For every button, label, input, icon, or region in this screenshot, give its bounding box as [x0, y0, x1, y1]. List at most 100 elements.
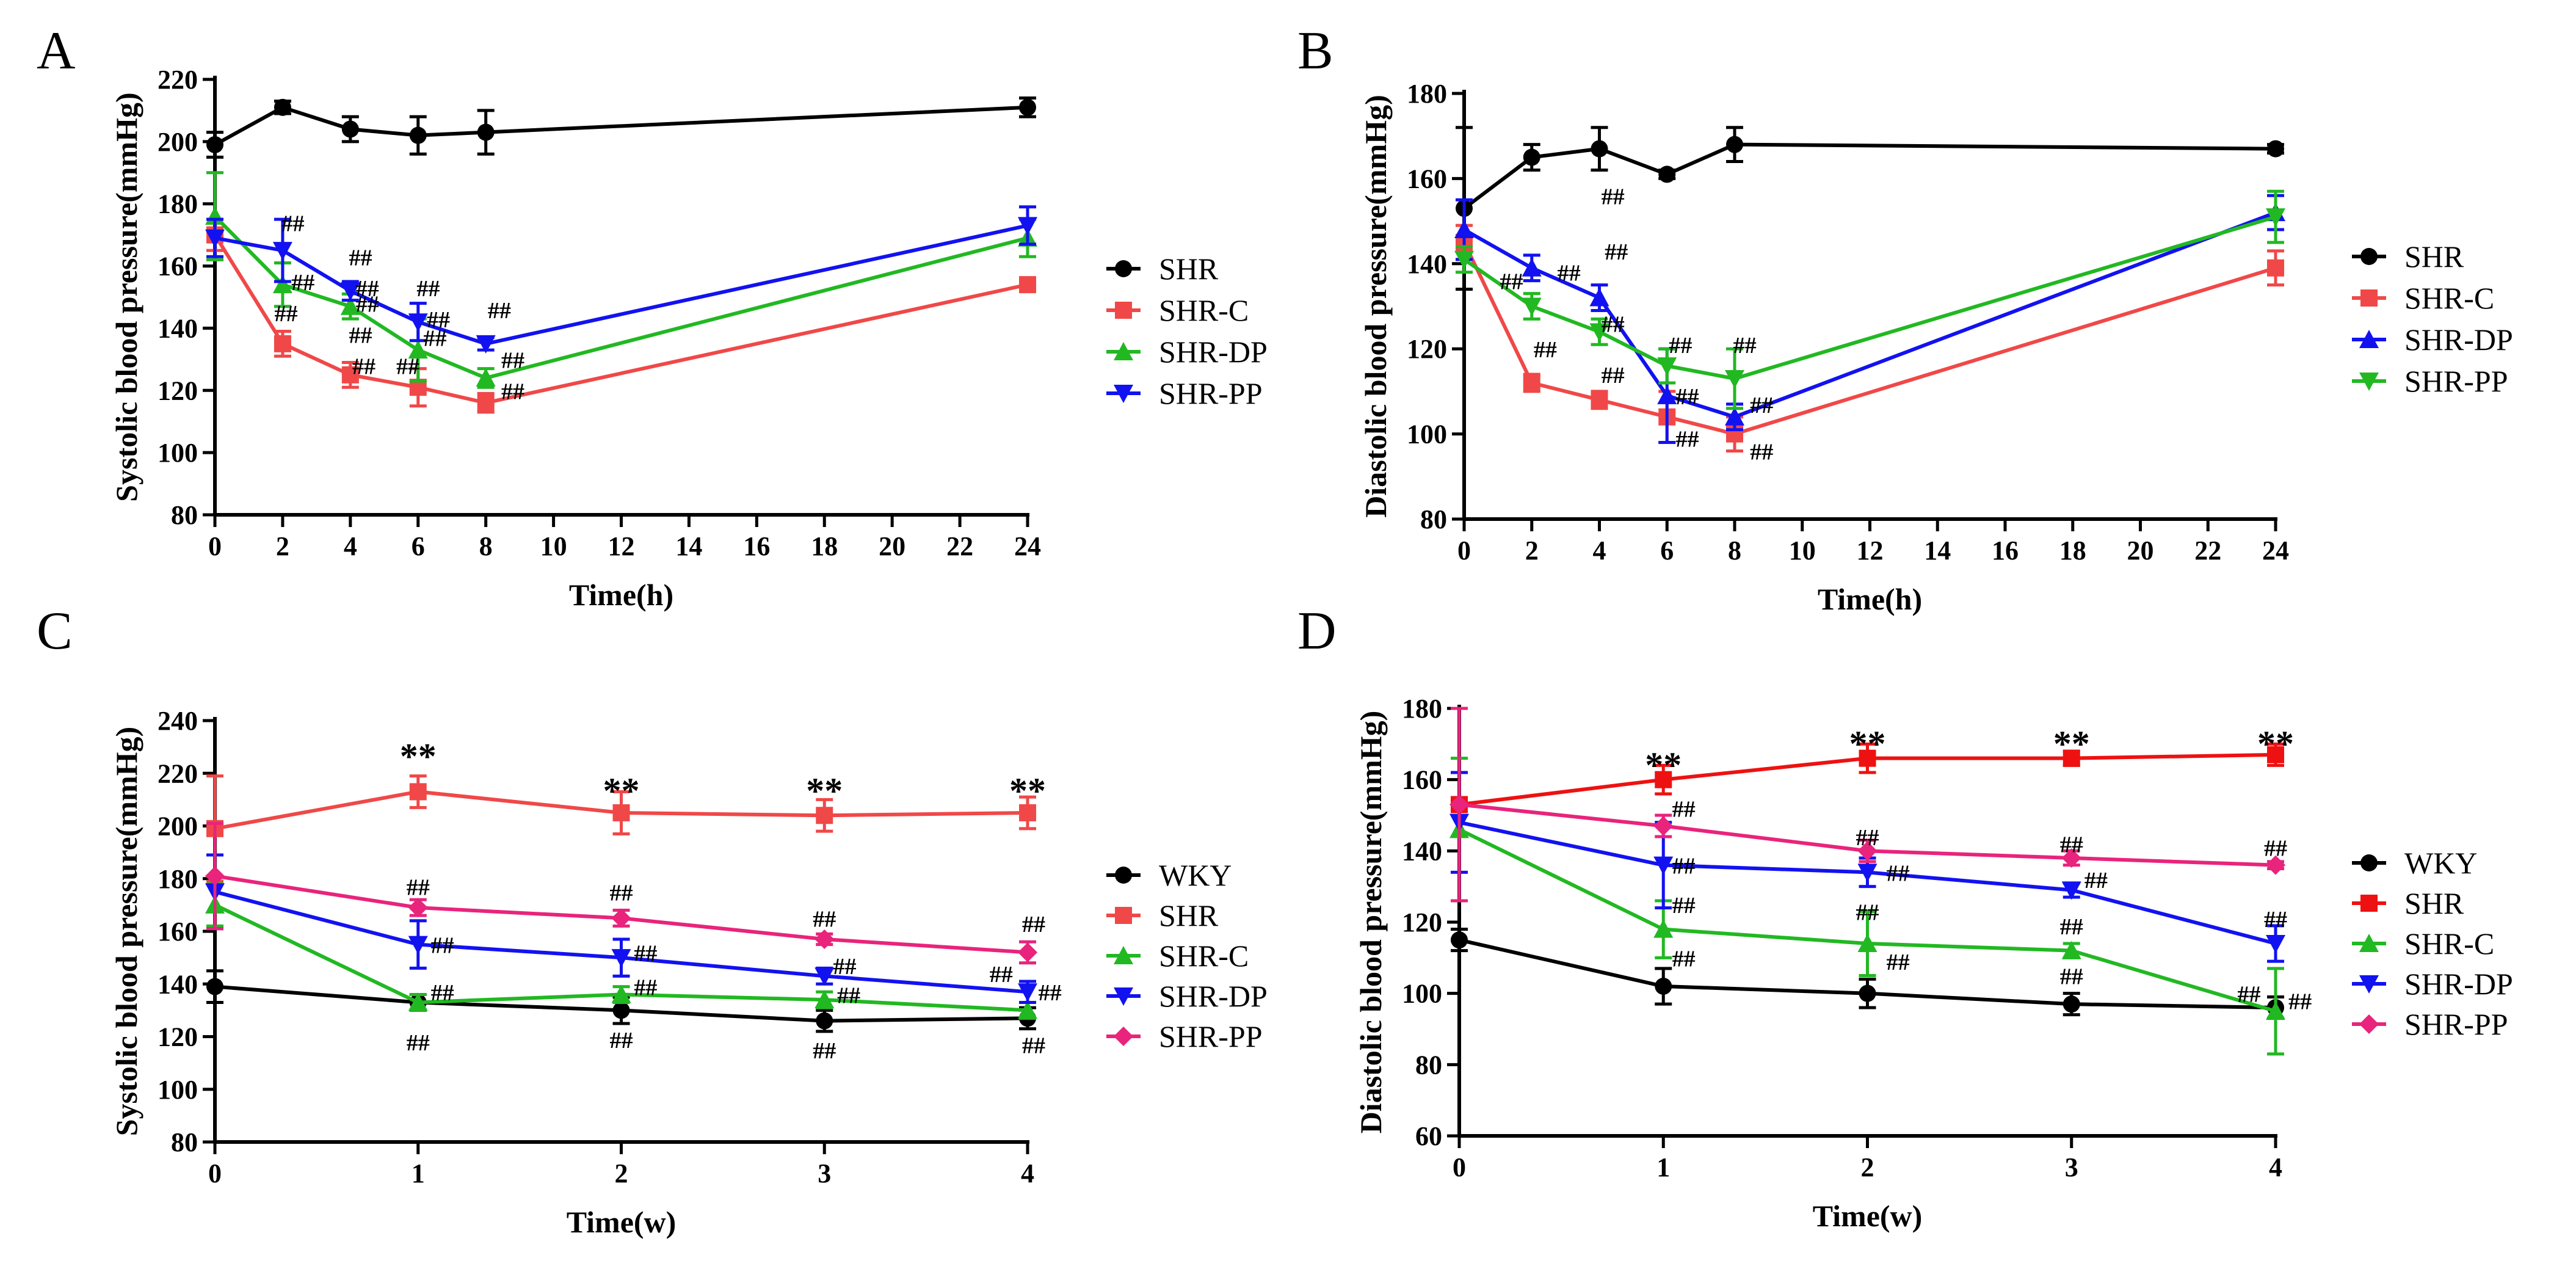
- y-tick-label: 160: [158, 917, 198, 947]
- data-point: [1725, 407, 1744, 426]
- x-axis-title: Time(h): [1818, 582, 1922, 616]
- x-tick-label: 10: [540, 531, 567, 561]
- x-tick-label: 2: [1525, 536, 1539, 565]
- data-point: [1019, 804, 1036, 821]
- data-point: [815, 990, 835, 1009]
- y-tick-label: 120: [158, 1022, 198, 1052]
- data-point: [1019, 98, 1036, 116]
- x-tick-label: 4: [1593, 536, 1606, 565]
- data-point: [1523, 148, 1540, 166]
- significance-hash: ##: [813, 906, 836, 932]
- significance-hash: ##: [501, 379, 524, 404]
- data-point: [2267, 746, 2284, 763]
- significance-hash: ##: [356, 292, 379, 318]
- legend-marker: [1115, 260, 1132, 277]
- data-point: [2266, 208, 2285, 227]
- legend-label: SHR-PP: [2404, 1007, 2508, 1041]
- series-shr: [206, 96, 1036, 159]
- data-point: [1859, 984, 1876, 1002]
- x-tick-label: 0: [1457, 536, 1471, 565]
- data-point: [341, 366, 359, 384]
- y-tick-label: 80: [1415, 1050, 1442, 1080]
- x-tick-label: 8: [1728, 536, 1741, 565]
- series-line: [1463, 215, 2276, 381]
- significance-hash: ##: [610, 1028, 633, 1053]
- data-point: [1522, 258, 1542, 277]
- legend-label: SHR: [1159, 252, 1219, 286]
- legend-marker: [2360, 854, 2378, 871]
- series-shr-pp: [1449, 707, 2285, 903]
- data-point: [477, 123, 495, 141]
- legend-label: SHR: [2404, 239, 2464, 274]
- data-point: [2063, 749, 2080, 767]
- significance-hash: ##: [634, 941, 657, 967]
- panel-letter: C: [37, 602, 73, 661]
- x-tick-label: 22: [946, 531, 973, 561]
- y-tick-label: 140: [1407, 249, 1447, 279]
- data-point: [340, 282, 360, 301]
- legend: WKY SHR SHR-C SHR-DP SHR-PP: [1106, 858, 1268, 1053]
- x-tick-label: 1: [1656, 1152, 1670, 1182]
- significance-hash: ##: [352, 354, 376, 380]
- significance-hash: ##: [431, 933, 454, 959]
- legend-label: SHR: [2404, 886, 2464, 920]
- data-point: [340, 296, 360, 315]
- significance-hash: ##: [1675, 427, 1699, 453]
- x-tick-label: 16: [743, 531, 770, 561]
- significance-hash: ##: [1750, 439, 1773, 465]
- y-tick-label: 100: [1407, 420, 1447, 449]
- data-point: [2266, 855, 2285, 875]
- data-point: [205, 229, 225, 248]
- data-point: [1449, 795, 1469, 815]
- x-tick-label: 18: [2059, 536, 2086, 565]
- significance-hash: ##: [407, 1030, 430, 1056]
- y-tick-label: 180: [1402, 694, 1442, 724]
- significance-hash: ##: [2060, 914, 2083, 940]
- significance-hash: ##: [416, 276, 440, 302]
- x-tick-label: 20: [2127, 536, 2154, 565]
- legend-marker: [2359, 330, 2379, 348]
- y-tick-label: 60: [1415, 1121, 1442, 1151]
- significance-hash: ##: [1672, 893, 1696, 918]
- data-point: [1019, 276, 1036, 294]
- legend-marker: [1114, 946, 1133, 964]
- data-point: [1859, 749, 1876, 767]
- significance-star: **: [806, 771, 843, 811]
- x-tick-label: 24: [2262, 536, 2289, 565]
- significance-hash: ##: [1500, 269, 1523, 295]
- significance-hash: ##: [1039, 980, 1062, 1006]
- legend-label: SHR-C: [2404, 281, 2494, 315]
- y-tick-label: 120: [1407, 334, 1447, 364]
- x-tick-label: 20: [879, 531, 905, 561]
- significance-star: **: [2053, 724, 2090, 764]
- data-point: [816, 1012, 833, 1030]
- series-line: [1463, 142, 2276, 210]
- x-tick-label: 8: [479, 531, 493, 561]
- significance-hash: ##: [1856, 900, 1879, 926]
- data-point: [1522, 297, 1542, 316]
- legend-label: SHR-PP: [1159, 376, 1263, 410]
- legend-marker: [1115, 302, 1132, 319]
- data-point: [816, 807, 833, 824]
- legend-marker: [2359, 934, 2379, 952]
- legend-label: WKY: [2404, 846, 2477, 880]
- data-point: [274, 98, 291, 116]
- significance-star: **: [400, 736, 437, 777]
- data-point: [408, 898, 428, 918]
- significance-hash: ##: [1534, 337, 1557, 363]
- y-tick-label: 80: [171, 1127, 198, 1157]
- x-tick-label: 24: [1014, 531, 1041, 561]
- data-point: [477, 394, 495, 412]
- series-line: [213, 214, 1028, 380]
- data-point: [1451, 931, 1468, 949]
- data-point: [612, 1002, 630, 1019]
- legend: WKY SHR SHR-C SHR-DP SHR-PP: [2352, 846, 2513, 1041]
- data-point: [2267, 259, 2284, 277]
- significance-hash: ##: [634, 975, 657, 1001]
- x-tick-label: 1: [412, 1158, 425, 1188]
- x-tick-label: 4: [2269, 1152, 2282, 1182]
- legend-marker: [2359, 1014, 2379, 1034]
- data-point: [1657, 385, 1677, 404]
- significance-hash: ##: [1602, 184, 1625, 209]
- data-point: [2061, 940, 2081, 959]
